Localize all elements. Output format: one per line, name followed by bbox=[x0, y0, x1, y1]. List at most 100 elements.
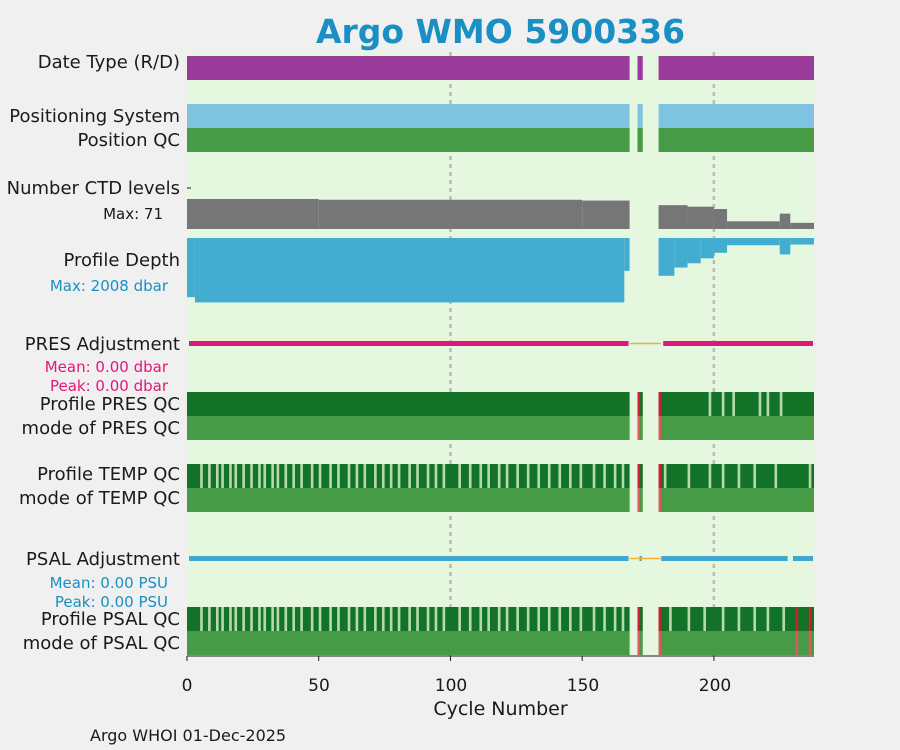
x-tick-label-50: 50 bbox=[308, 676, 330, 696]
label-pres-peak: Peak: 0.00 dbar bbox=[49, 377, 168, 395]
temp-qc-light-25 bbox=[397, 464, 401, 488]
depth-bar-0 bbox=[187, 238, 195, 298]
psal-qc-light-41 bbox=[558, 607, 562, 631]
psal-qc-light-44 bbox=[592, 607, 596, 631]
pres-adj-line-0 bbox=[189, 341, 629, 346]
temp-qc-light-39 bbox=[537, 464, 541, 488]
psal-qc-light-6 bbox=[242, 607, 245, 631]
depth-bar-6 bbox=[700, 238, 714, 259]
psal-qc-light-28 bbox=[426, 607, 430, 631]
mode-temp-qc-base-2 bbox=[658, 488, 814, 512]
temp-qc-light-32 bbox=[468, 464, 472, 488]
label-profile-depth: Profile Depth bbox=[63, 250, 180, 271]
temp-qc-light-54 bbox=[774, 464, 778, 488]
temp-qc-light-17 bbox=[329, 464, 332, 488]
temp-qc-light-44 bbox=[592, 464, 596, 488]
depth-bar-2 bbox=[624, 238, 630, 271]
psal-qc-light-50 bbox=[703, 607, 706, 631]
temp-qc-light-49 bbox=[687, 464, 691, 488]
depth-bar-8 bbox=[727, 238, 780, 246]
psal-qc-light-9 bbox=[263, 607, 267, 631]
depth-bar-9 bbox=[779, 238, 791, 255]
psal-qc-light-4 bbox=[229, 607, 232, 631]
temp-qc-light-4 bbox=[229, 464, 232, 488]
label-psal-peak: Peak: 0.00 PSU bbox=[54, 593, 168, 611]
temp-qc-light-19 bbox=[347, 464, 351, 488]
label-depth-max: Max: 2008 dbar bbox=[49, 277, 168, 295]
label-profile-psal-qc: Profile PSAL QC bbox=[40, 609, 180, 630]
psal-qc-light-24 bbox=[389, 607, 393, 631]
mode-pres-qc-bad-1 bbox=[658, 416, 662, 440]
ctd-bar-0 bbox=[187, 199, 319, 229]
temp-qc-light-7 bbox=[250, 464, 253, 488]
bar-date-type-single bbox=[637, 56, 641, 80]
temp-qc-light-13 bbox=[292, 464, 296, 488]
pres-qc-bad-0 bbox=[637, 392, 641, 416]
temp-qc-light-14 bbox=[300, 464, 303, 488]
label-positioning-system: Positioning System bbox=[9, 106, 180, 127]
temp-qc-bad-1 bbox=[658, 464, 662, 488]
psal-qc-light-2 bbox=[215, 607, 219, 631]
temp-qc-light-6 bbox=[242, 464, 245, 488]
temp-qc-light-12 bbox=[284, 464, 288, 488]
ctd-bar-8 bbox=[779, 213, 791, 229]
x-tick-label-100: 100 bbox=[434, 676, 468, 696]
mode-psal-qc-bad-0 bbox=[637, 631, 641, 655]
pres-qc-light-5 bbox=[766, 392, 770, 416]
mode-pres-qc-base-0 bbox=[187, 416, 630, 440]
temp-qc-light-9 bbox=[263, 464, 267, 488]
temp-qc-light-23 bbox=[381, 464, 385, 488]
footer-credit: Argo WHOI 01-Dec-2025 bbox=[90, 726, 287, 745]
label-pres-adjustment: PRES Adjustment bbox=[24, 334, 180, 355]
temp-qc-light-30 bbox=[442, 464, 446, 488]
psal-qc-light-37 bbox=[516, 607, 519, 631]
bar-date-type-2 bbox=[658, 56, 814, 80]
temp-qc-light-35 bbox=[497, 464, 501, 488]
psal-qc-light-15 bbox=[310, 607, 314, 631]
temp-qc-light-8 bbox=[258, 464, 261, 488]
temp-qc-light-48 bbox=[663, 464, 667, 488]
temp-qc-light-31 bbox=[458, 464, 461, 488]
temp-qc-light-27 bbox=[416, 464, 419, 488]
label-position-qc: Position QC bbox=[77, 130, 180, 151]
temp-qc-light-45 bbox=[603, 464, 606, 488]
mode-psal-qc-bad-1 bbox=[658, 631, 662, 655]
psal-qc-light-38 bbox=[526, 607, 530, 631]
mode-psal-qc-base-0 bbox=[187, 631, 630, 655]
pres-qc-base-0 bbox=[187, 392, 630, 416]
label-ctd-max: Max: 71 bbox=[103, 205, 163, 223]
label-mode-pres-qc: mode of PRES QC bbox=[21, 418, 180, 439]
mode-psal-qc-end-bad-1 bbox=[808, 631, 812, 655]
temp-qc-light-28 bbox=[426, 464, 430, 488]
psal-qc-light-48 bbox=[669, 607, 672, 631]
ctd-bar-3 bbox=[582, 200, 630, 229]
psal-qc-light-25 bbox=[397, 607, 401, 631]
bar-positioning-single bbox=[637, 104, 641, 128]
bar-date-type-0 bbox=[187, 56, 630, 80]
psal-adj-line-2b bbox=[792, 556, 813, 561]
psal-qc-light-30 bbox=[442, 607, 446, 631]
temp-qc-light-34 bbox=[487, 464, 490, 488]
psal-qc-end-bad-1 bbox=[808, 607, 812, 631]
psal-qc-light-26 bbox=[408, 607, 411, 631]
temp-qc-light-11 bbox=[276, 464, 280, 488]
temp-qc-light-5 bbox=[234, 464, 238, 488]
psal-qc-light-47 bbox=[621, 607, 625, 631]
label-mode-temp-qc: mode of TEMP QC bbox=[18, 488, 180, 509]
temp-qc-light-24 bbox=[389, 464, 393, 488]
pres-qc-light-1 bbox=[721, 392, 725, 416]
psal-qc-light-51 bbox=[721, 607, 725, 631]
psal-qc-bad-1 bbox=[658, 607, 662, 631]
temp-qc-light-38 bbox=[526, 464, 530, 488]
mode-temp-qc-base-0 bbox=[187, 488, 630, 512]
psal-qc-light-35 bbox=[497, 607, 501, 631]
depth-bar-1 bbox=[194, 238, 625, 303]
x-tick-label-150: 150 bbox=[566, 676, 600, 696]
pres-adj-line-1 bbox=[663, 341, 813, 346]
psal-qc-light-31 bbox=[458, 607, 461, 631]
psal-qc-light-19 bbox=[347, 607, 351, 631]
depth-bar-5 bbox=[687, 238, 701, 264]
x-tick-label-200: 200 bbox=[698, 676, 732, 696]
psal-qc-light-10 bbox=[271, 607, 274, 631]
